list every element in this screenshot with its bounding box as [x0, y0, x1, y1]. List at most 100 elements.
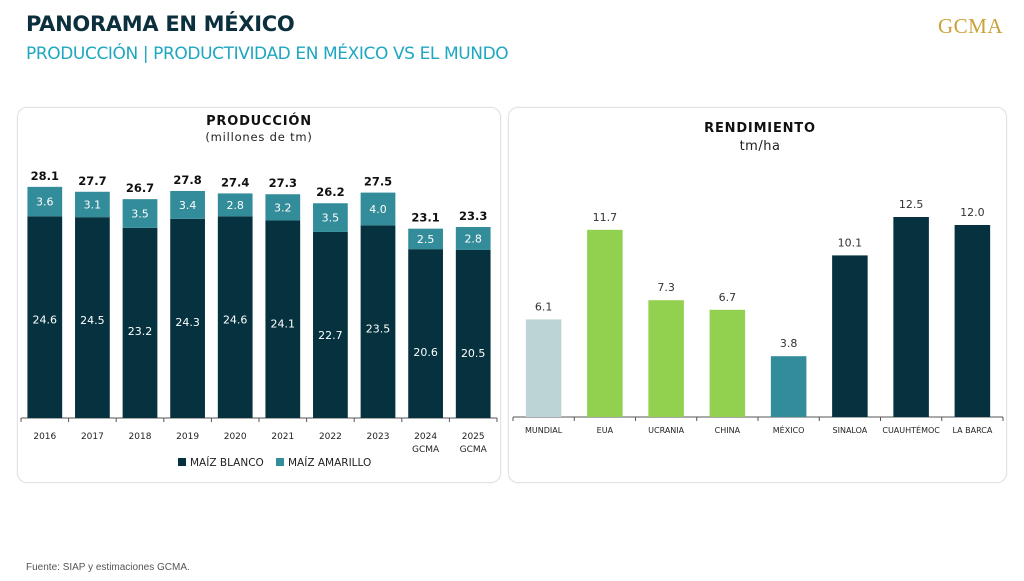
data-label-total: 27.4	[221, 175, 249, 189]
page-title: PANORAMA EN MÉXICO	[26, 12, 295, 36]
x-tick-label: 2016	[33, 432, 56, 442]
bar-sinaloa	[832, 255, 868, 417]
data-label-amarillo: 2.8	[464, 232, 482, 245]
data-label-amarillo: 3.1	[84, 198, 102, 211]
legend-swatch-maiz-amarillo	[276, 458, 284, 466]
yield-chart-panel: RENDIMIENTO tm/ha 6.1 MUNDIAL 11.7 EUA 7.3 UCRA…	[508, 107, 1007, 483]
data-label: 12.5	[899, 198, 924, 211]
data-label-blanco: 24.1	[271, 317, 296, 330]
bar-maiz-amarillo	[27, 186, 63, 217]
source-note: Fuente: SIAP y estimaciones GCMA.	[26, 562, 190, 573]
production-chart: PRODUCCIÓN(millones de tm) 24.6 3.6 28.1 201…	[20, 113, 498, 469]
x-tick-label: 2017	[81, 432, 104, 442]
data-label-amarillo: 3.6	[36, 196, 54, 209]
bar-maiz-amarillo	[313, 203, 348, 232]
data-label: 7.3	[657, 281, 675, 294]
x-tick-label: 2024	[414, 432, 437, 442]
page-subtitle: PRODUCCIÓN | PRODUCTIVIDAD EN MÉXICO VS …	[26, 44, 509, 64]
x-tick-label: LA BARCA	[952, 426, 992, 435]
data-label-total: 27.8	[173, 173, 201, 187]
legend-swatch-maiz-blanco	[178, 458, 186, 466]
bar-maiz-blanco	[170, 218, 205, 418]
x-tick-label: GCMA	[460, 445, 488, 455]
legend-label-maiz-amarillo: MAÍZ AMARILLO	[288, 456, 371, 469]
data-label: 11.7	[593, 211, 618, 224]
chart-title: PRODUCCIÓN	[206, 113, 312, 129]
bar-maiz-blanco	[122, 227, 158, 418]
data-label-total: 27.7	[78, 174, 106, 188]
bar-maiz-amarillo	[75, 191, 110, 218]
data-label-amarillo: 2.8	[226, 199, 244, 212]
data-label-total: 23.1	[411, 211, 439, 225]
data-label-amarillo: 3.5	[322, 212, 340, 225]
bar-maiz-blanco	[455, 249, 491, 418]
data-label: 10.1	[838, 236, 863, 249]
x-tick-label: CHINA	[715, 426, 741, 435]
chart-title: RENDIMIENTO	[704, 121, 816, 136]
x-tick-label: MÉXICO	[773, 424, 805, 435]
data-label: 6.7	[719, 291, 737, 304]
yield-chart: RENDIMIENTO tm/ha 6.1 MUNDIAL 11.7 EUA 7.3 UCRA…	[512, 121, 1004, 435]
data-label-amarillo: 3.5	[131, 207, 149, 220]
bar-maiz-blanco	[217, 216, 253, 418]
x-tick-label: GCMA	[412, 445, 440, 455]
x-tick-label: UCRANIA	[648, 426, 684, 435]
bar-maiz-amarillo	[217, 193, 253, 217]
data-label: 12.0	[960, 206, 985, 219]
data-label-blanco: 24.6	[33, 313, 58, 326]
bar-mundial	[525, 319, 562, 417]
bar-maiz-blanco	[265, 220, 301, 418]
data-label-blanco: 23.2	[128, 325, 153, 338]
data-label-total: 28.1	[31, 169, 59, 183]
x-tick-label: 2021	[271, 432, 294, 442]
bar-maiz-amarillo	[360, 192, 396, 226]
x-tick-label: 2025	[462, 432, 485, 442]
data-label-total: 23.3	[459, 209, 487, 223]
x-tick-label: EUA	[597, 426, 614, 435]
data-label-blanco: 24.3	[175, 316, 200, 329]
gcma-logo: GCMA	[938, 14, 1004, 38]
bar-maiz-amarillo	[408, 228, 443, 250]
bar-maiz-amarillo	[455, 227, 491, 250]
data-label-amarillo: 3.4	[179, 199, 197, 212]
x-tick-label: 2022	[319, 432, 342, 442]
bar-eua	[587, 229, 623, 417]
bar-ucrania	[648, 300, 684, 417]
data-label-amarillo: 4.0	[369, 203, 387, 216]
data-label-blanco: 24.6	[223, 313, 248, 326]
data-label-blanco: 23.5	[366, 322, 391, 335]
bar-maiz-blanco	[313, 231, 348, 418]
bar-cuauhtémoc	[893, 217, 929, 417]
bar-china	[709, 309, 746, 417]
data-label-amarillo: 2.5	[417, 233, 435, 246]
bar-maiz-blanco	[360, 225, 396, 418]
data-label-blanco: 24.5	[80, 314, 105, 327]
x-tick-label: 2018	[129, 432, 152, 442]
x-tick-label: 2020	[224, 432, 247, 442]
x-tick-label: SINALOA	[833, 426, 868, 435]
bar-maiz-amarillo	[265, 194, 301, 221]
x-tick-label: 2019	[176, 432, 199, 442]
data-label-total: 27.5	[364, 175, 392, 189]
data-label: 6.1	[535, 300, 553, 313]
bar-maiz-blanco	[408, 249, 443, 418]
x-tick-label: CUAUHTÉMOC	[882, 424, 940, 435]
data-label-amarillo: 3.2	[274, 201, 292, 214]
chart-subtitle: tm/ha	[740, 139, 781, 154]
bar-la-barca	[954, 225, 991, 417]
data-label-total: 27.3	[269, 176, 297, 190]
data-label-total: 26.2	[316, 185, 344, 199]
data-label-total: 26.7	[126, 181, 154, 195]
x-tick-label: MUNDIAL	[525, 426, 563, 435]
legend-label-maiz-blanco: MAÍZ BLANCO	[190, 456, 264, 469]
bar-méxico	[770, 356, 807, 417]
bar-maiz-amarillo	[170, 190, 205, 219]
production-chart-panel: PRODUCCIÓN (millones de tm) 24.6 3.6 28.1 201…	[17, 107, 501, 483]
chart-subtitle: (millones de tm)	[205, 130, 312, 144]
bar-maiz-blanco	[75, 217, 110, 418]
bar-maiz-blanco	[27, 216, 63, 418]
data-label-blanco: 20.6	[413, 346, 438, 359]
data-label-blanco: 22.7	[318, 329, 343, 342]
bar-maiz-amarillo	[122, 199, 158, 228]
x-tick-label: 2023	[367, 432, 390, 442]
